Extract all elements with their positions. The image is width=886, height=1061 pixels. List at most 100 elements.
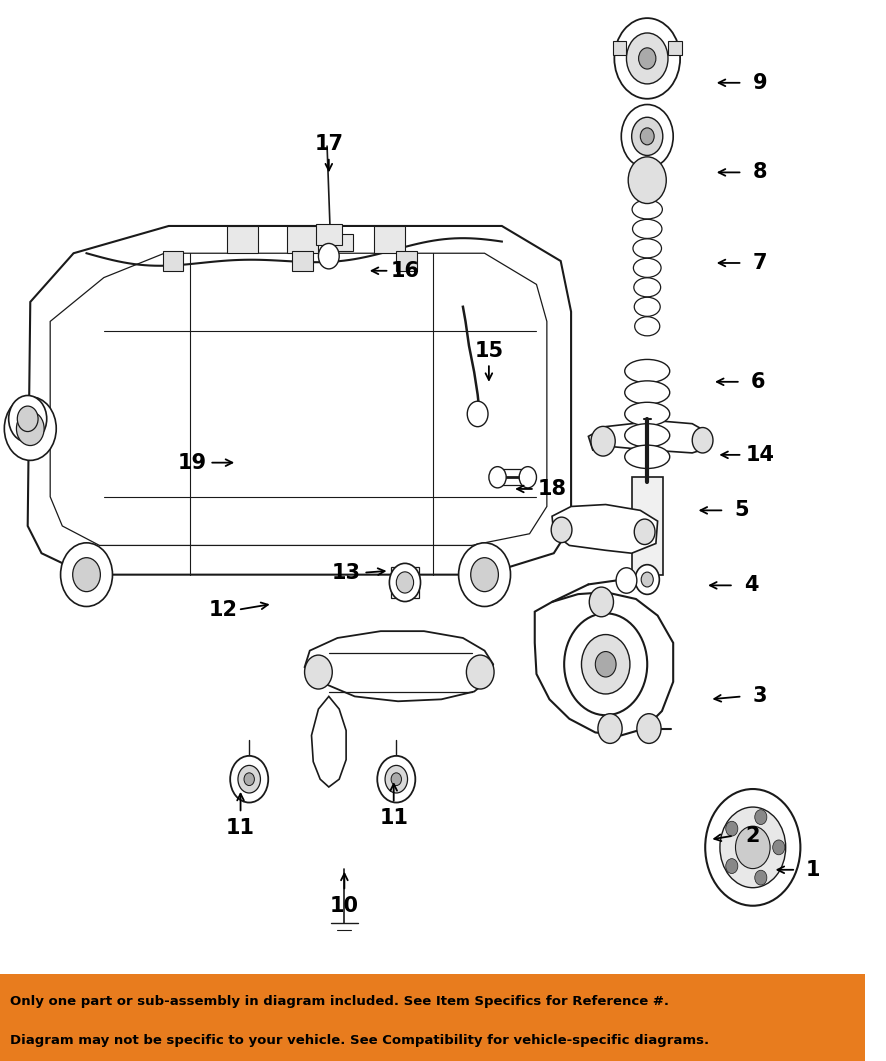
Bar xyxy=(391,567,419,598)
Circle shape xyxy=(467,401,488,427)
Circle shape xyxy=(616,568,637,593)
Bar xyxy=(287,226,318,254)
Bar xyxy=(612,41,626,54)
Ellipse shape xyxy=(625,381,670,404)
Circle shape xyxy=(396,572,414,593)
Text: 7: 7 xyxy=(752,253,767,273)
Ellipse shape xyxy=(633,278,661,297)
Ellipse shape xyxy=(633,258,661,277)
Circle shape xyxy=(551,517,572,542)
Circle shape xyxy=(621,105,673,169)
Polygon shape xyxy=(552,505,657,553)
Circle shape xyxy=(635,564,659,594)
Text: 13: 13 xyxy=(331,562,361,582)
Circle shape xyxy=(459,543,510,607)
Text: Only one part or sub-assembly in diagram included. See Item Specifics for Refere: Only one part or sub-assembly in diagram… xyxy=(11,995,670,1008)
Text: 14: 14 xyxy=(745,445,774,465)
Polygon shape xyxy=(312,696,346,787)
Bar xyxy=(374,226,405,254)
Ellipse shape xyxy=(632,180,663,199)
Polygon shape xyxy=(632,477,663,575)
Circle shape xyxy=(581,634,630,694)
Text: 15: 15 xyxy=(474,341,503,361)
Circle shape xyxy=(628,157,666,204)
Text: 8: 8 xyxy=(752,162,767,182)
Ellipse shape xyxy=(634,317,660,336)
Ellipse shape xyxy=(625,446,670,469)
Text: 11: 11 xyxy=(226,818,255,838)
Bar xyxy=(668,41,682,54)
Circle shape xyxy=(589,587,613,616)
Bar xyxy=(0,974,866,1061)
Polygon shape xyxy=(588,421,710,453)
Bar xyxy=(292,251,314,271)
Text: 18: 18 xyxy=(538,479,566,499)
Circle shape xyxy=(238,765,260,793)
Circle shape xyxy=(489,467,506,488)
Text: 11: 11 xyxy=(379,808,408,829)
Text: 3: 3 xyxy=(752,686,767,707)
Text: Diagram may not be specific to your vehicle. See Compatibility for vehicle-speci: Diagram may not be specific to your vehi… xyxy=(11,1033,710,1046)
Circle shape xyxy=(60,543,113,607)
Ellipse shape xyxy=(625,402,670,425)
Ellipse shape xyxy=(632,199,663,219)
Ellipse shape xyxy=(625,360,670,383)
Text: 12: 12 xyxy=(209,599,237,620)
Circle shape xyxy=(637,714,661,744)
Circle shape xyxy=(385,765,408,793)
Circle shape xyxy=(726,821,738,836)
Text: 16: 16 xyxy=(391,261,419,281)
Text: 19: 19 xyxy=(177,453,206,472)
Circle shape xyxy=(641,128,654,145)
Ellipse shape xyxy=(633,239,662,258)
Circle shape xyxy=(4,397,56,460)
Circle shape xyxy=(773,840,785,855)
Circle shape xyxy=(634,519,655,544)
Polygon shape xyxy=(305,631,494,701)
Circle shape xyxy=(639,48,656,69)
Circle shape xyxy=(720,807,786,888)
Text: 10: 10 xyxy=(330,895,359,916)
Text: 1: 1 xyxy=(806,859,820,880)
Bar xyxy=(227,226,258,254)
Circle shape xyxy=(692,428,713,453)
Circle shape xyxy=(18,406,38,432)
Circle shape xyxy=(726,858,738,873)
Circle shape xyxy=(591,427,615,456)
Circle shape xyxy=(73,558,100,592)
Circle shape xyxy=(9,396,47,442)
Circle shape xyxy=(564,613,648,715)
Text: 6: 6 xyxy=(750,371,766,392)
Bar xyxy=(396,251,417,271)
Circle shape xyxy=(705,789,800,906)
Polygon shape xyxy=(27,226,571,575)
Bar xyxy=(163,251,183,271)
Bar xyxy=(334,233,353,251)
Circle shape xyxy=(470,558,499,592)
Circle shape xyxy=(466,655,494,689)
Circle shape xyxy=(632,118,663,156)
Text: 4: 4 xyxy=(744,575,758,595)
Circle shape xyxy=(641,572,653,587)
Text: 9: 9 xyxy=(752,73,767,92)
Polygon shape xyxy=(535,592,673,735)
Circle shape xyxy=(391,772,401,785)
Circle shape xyxy=(614,18,680,99)
Ellipse shape xyxy=(625,423,670,447)
Circle shape xyxy=(17,412,44,446)
Text: 5: 5 xyxy=(734,501,749,520)
Text: 2: 2 xyxy=(745,825,760,846)
Circle shape xyxy=(305,655,332,689)
Circle shape xyxy=(519,467,537,488)
Ellipse shape xyxy=(633,220,662,239)
Circle shape xyxy=(735,827,770,869)
Text: 17: 17 xyxy=(315,134,343,154)
Bar xyxy=(497,469,530,485)
Circle shape xyxy=(230,755,268,802)
Circle shape xyxy=(755,870,767,885)
Circle shape xyxy=(389,563,421,602)
Circle shape xyxy=(318,243,339,268)
Circle shape xyxy=(244,772,254,785)
Circle shape xyxy=(598,714,622,744)
Bar xyxy=(315,224,342,245)
